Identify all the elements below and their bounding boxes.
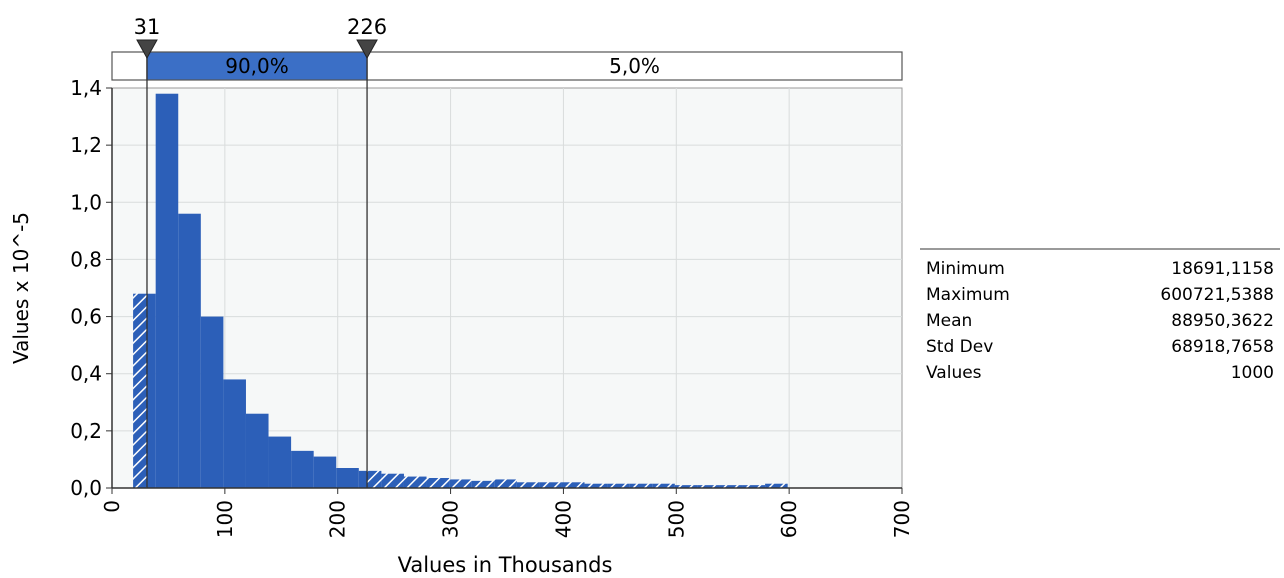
x-tick-label: 600	[777, 500, 801, 538]
histogram-bar	[178, 213, 201, 488]
y-tick-label: 0,2	[70, 419, 102, 443]
histogram-bar	[336, 468, 359, 488]
histogram-bar	[313, 456, 337, 488]
stat-label: Values	[926, 363, 982, 383]
bars	[133, 93, 788, 488]
x-tick-label: 200	[326, 500, 350, 538]
percentile-band[interactable]: 90,0% 5,0%	[111, 51, 903, 81]
stat-label: Maximum	[926, 285, 1010, 305]
histogram-chart: 90,0% 5,0% 31 226 0 100 200 300 400 500 600 700 0…	[9, 15, 910, 577]
stat-value: 18691,1158	[1171, 259, 1274, 279]
histogram-bar	[674, 485, 698, 488]
stat-label: Std Dev	[926, 337, 994, 357]
stat-row: Values 1000	[920, 360, 1280, 386]
band-segment[interactable]	[111, 51, 148, 81]
stat-label: Mean	[926, 311, 973, 331]
histogram-bar	[426, 478, 450, 488]
histogram-bar	[697, 485, 720, 488]
x-axis-label: Values in Thousands	[398, 553, 613, 577]
histogram-bar	[561, 482, 585, 488]
histogram-bar	[607, 483, 630, 488]
x-tick-label: 700	[890, 500, 910, 538]
histogram-bar	[358, 470, 368, 488]
histogram-bar	[403, 476, 427, 488]
y-axis: 0,0 0,2 0,4 0,6 0,8 1,0 1,2 1,4	[70, 76, 113, 500]
histogram-bar	[245, 413, 269, 488]
x-tick-label: 300	[439, 500, 463, 538]
histogram-bar	[291, 450, 314, 488]
x-tick-label: 0	[100, 500, 124, 513]
band-segment[interactable]	[366, 51, 903, 81]
y-tick-label: 0,4	[70, 362, 102, 386]
band-label: 90,0%	[225, 54, 289, 78]
y-axis-label: Values x 10^-5	[9, 212, 33, 364]
x-tick-label: 100	[213, 500, 237, 538]
delimiters[interactable]: 31 226	[134, 15, 387, 488]
histogram-bar	[200, 316, 224, 488]
y-tick-label: 1,0	[70, 190, 102, 214]
y-tick-label: 0,0	[70, 476, 102, 500]
histogram-bar	[719, 485, 743, 488]
histogram-bar	[381, 473, 404, 488]
statistics-panel: Minimum 18691,1158 Maximum 600721,5388 Mean 8…	[920, 248, 1280, 386]
y-tick-label: 1,4	[70, 76, 102, 100]
delimiter-handle-icon[interactable]	[356, 39, 378, 60]
x-tick-label: 500	[664, 500, 688, 538]
y-tick-label: 0,8	[70, 247, 102, 271]
histogram-bar	[449, 479, 472, 488]
stat-row: Minimum 18691,1158	[920, 256, 1280, 282]
histogram-bar	[471, 480, 495, 488]
band-label: 5,0%	[609, 54, 660, 78]
histogram-bar	[652, 483, 675, 488]
x-axis: 0 100 200 300 400 500 600 700	[100, 487, 910, 538]
histogram-bar	[223, 379, 246, 488]
histogram-bar	[742, 485, 766, 488]
histogram-bar	[155, 93, 179, 488]
histogram-bar	[268, 436, 292, 488]
histogram-bar	[367, 470, 382, 488]
stat-value: 68918,7658	[1171, 337, 1274, 357]
histogram-bar	[494, 479, 517, 488]
delimiter-handle-icon[interactable]	[136, 39, 158, 60]
stat-value: 1000	[1230, 363, 1274, 383]
stat-row: Std Dev 68918,7658	[920, 334, 1280, 360]
stat-value: 88950,3622	[1171, 311, 1274, 331]
band-segment[interactable]	[146, 51, 368, 81]
histogram-bar	[584, 483, 608, 488]
histogram-bar	[629, 483, 653, 488]
stat-label: Minimum	[926, 259, 1005, 279]
y-tick-label: 0,6	[70, 305, 102, 329]
histogram-bar	[146, 293, 156, 488]
histogram-bar	[516, 482, 540, 488]
y-tick-label: 1,2	[70, 133, 102, 157]
stat-row: Mean 88950,3622	[920, 308, 1280, 334]
delimiter-label: 226	[347, 15, 387, 39]
histogram-bar	[133, 293, 147, 488]
stat-row: Maximum 600721,5388	[920, 282, 1280, 308]
histogram-bar	[765, 483, 788, 488]
stat-value: 600721,5388	[1160, 285, 1274, 305]
x-tick-label: 400	[551, 500, 575, 538]
delimiter-label: 31	[134, 15, 161, 39]
histogram-bar	[539, 482, 562, 488]
